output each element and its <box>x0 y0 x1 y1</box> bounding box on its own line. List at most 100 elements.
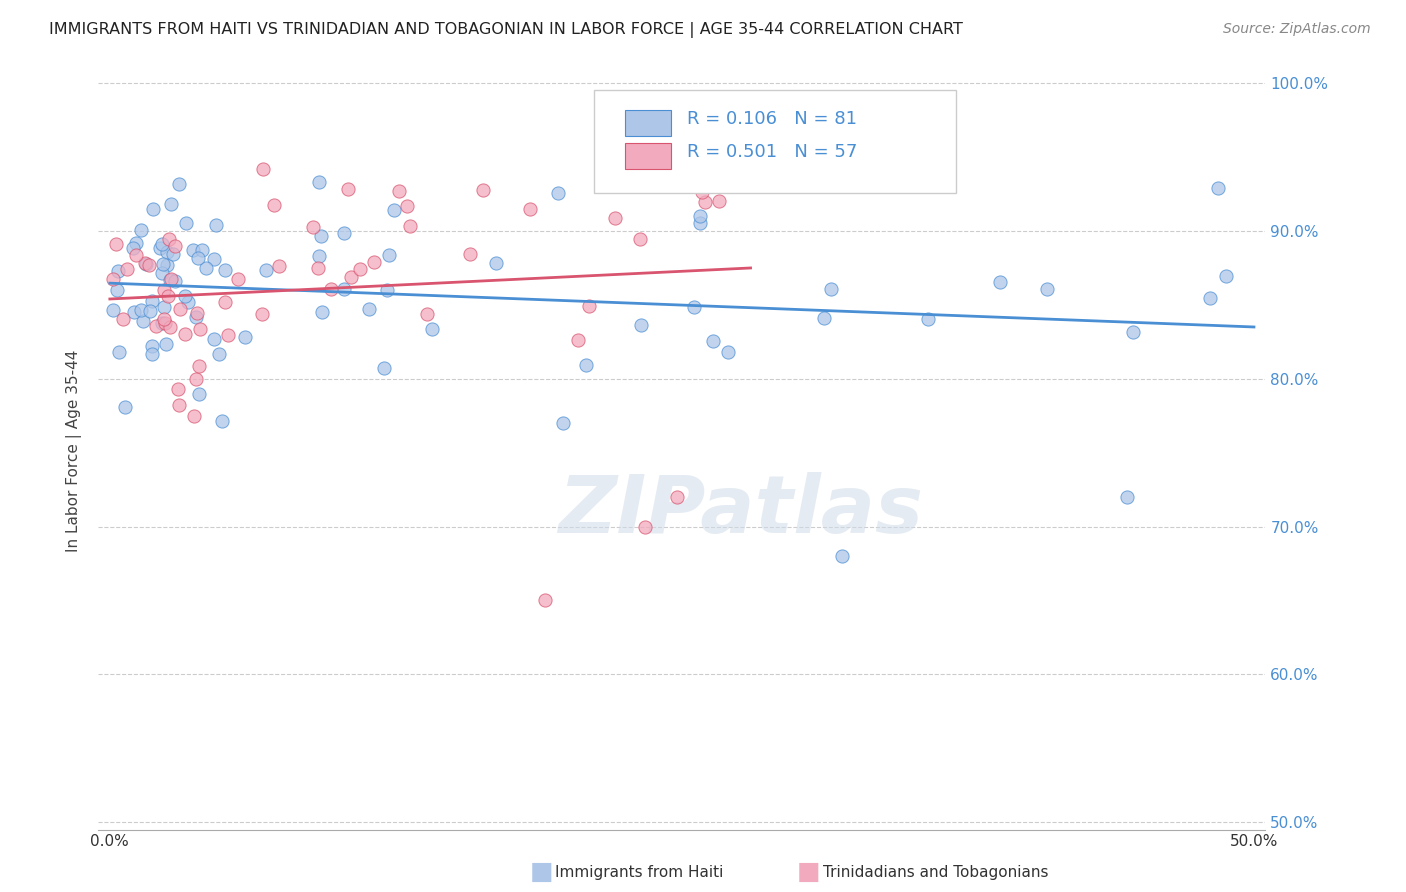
Point <box>263 198 285 212</box>
Point <box>717 344 740 359</box>
Point <box>308 176 330 190</box>
Point <box>1122 325 1144 339</box>
Point <box>174 289 197 303</box>
Point <box>160 272 183 286</box>
Point <box>167 178 190 192</box>
Point <box>395 199 418 213</box>
Point <box>184 310 207 324</box>
Point <box>1215 269 1237 284</box>
Text: R = 0.106   N = 81: R = 0.106 N = 81 <box>686 110 856 128</box>
Y-axis label: In Labor Force | Age 35-44: In Labor Force | Age 35-44 <box>66 350 83 551</box>
Point <box>382 202 405 217</box>
Text: IMMIGRANTS FROM HAITI VS TRINIDADIAN AND TOBAGONIAN IN LABOR FORCE | AGE 35-44 C: IMMIGRANTS FROM HAITI VS TRINIDADIAN AND… <box>49 22 963 38</box>
Point <box>547 186 569 200</box>
Point <box>202 332 225 346</box>
Point <box>173 326 195 341</box>
Point <box>551 416 574 430</box>
Point <box>194 261 217 276</box>
Point <box>149 241 172 255</box>
Point <box>167 397 190 411</box>
Point <box>205 218 228 232</box>
Point <box>165 274 187 288</box>
Point <box>188 322 211 336</box>
Point <box>471 183 494 197</box>
Point <box>156 244 179 259</box>
Point <box>1036 282 1059 296</box>
Point <box>458 247 481 261</box>
Point <box>141 339 163 353</box>
Point <box>163 238 186 252</box>
Point <box>159 273 181 287</box>
Point <box>141 294 163 309</box>
Point <box>101 303 124 318</box>
Point <box>693 194 716 209</box>
Point <box>112 311 135 326</box>
Point <box>211 414 233 428</box>
Point <box>575 358 598 372</box>
Point <box>226 272 249 286</box>
Point <box>141 346 163 360</box>
Point <box>160 197 183 211</box>
Point <box>534 593 557 607</box>
Point <box>217 327 239 342</box>
Point <box>103 272 125 286</box>
Point <box>153 283 176 297</box>
Point <box>603 211 626 225</box>
Point <box>378 248 401 262</box>
Point <box>104 237 127 252</box>
Point <box>628 232 651 246</box>
Point <box>129 223 152 237</box>
Point <box>125 235 148 250</box>
Text: ■: ■ <box>530 861 553 884</box>
Point <box>153 300 176 314</box>
Point <box>183 409 205 423</box>
Point <box>254 263 277 277</box>
Point <box>114 400 136 414</box>
Point <box>145 318 167 333</box>
Point <box>167 382 190 396</box>
Point <box>125 248 148 262</box>
Text: R = 0.501   N = 57: R = 0.501 N = 57 <box>686 144 856 161</box>
Point <box>813 310 835 325</box>
Point <box>988 275 1011 289</box>
Point <box>235 329 257 343</box>
Point <box>831 549 853 563</box>
Point <box>159 320 181 334</box>
Point <box>333 226 356 240</box>
Point <box>309 229 332 244</box>
Point <box>150 316 173 330</box>
Point <box>191 243 214 257</box>
Point <box>153 311 176 326</box>
Point <box>155 336 177 351</box>
Point <box>311 305 333 319</box>
Point <box>630 318 652 332</box>
Point <box>917 312 939 326</box>
Point <box>359 301 381 316</box>
Point <box>308 249 330 263</box>
Point <box>115 262 138 277</box>
Point <box>107 264 129 278</box>
Point <box>138 258 160 272</box>
Point <box>702 334 724 348</box>
Point <box>139 303 162 318</box>
Point <box>388 184 411 198</box>
Point <box>156 258 179 272</box>
Point <box>707 102 730 116</box>
Point <box>267 259 290 273</box>
Point <box>319 282 342 296</box>
Point <box>820 282 842 296</box>
Point <box>122 241 145 255</box>
Point <box>188 359 211 373</box>
Point <box>302 219 325 234</box>
Point <box>150 237 173 252</box>
Point <box>169 302 191 317</box>
Point <box>214 262 236 277</box>
Point <box>634 519 657 533</box>
Text: Source: ZipAtlas.com: Source: ZipAtlas.com <box>1223 22 1371 37</box>
Text: ■: ■ <box>797 861 820 884</box>
Point <box>124 305 146 319</box>
Point <box>666 490 689 504</box>
Point <box>107 283 129 297</box>
Point <box>1206 180 1229 194</box>
Point <box>709 194 731 208</box>
